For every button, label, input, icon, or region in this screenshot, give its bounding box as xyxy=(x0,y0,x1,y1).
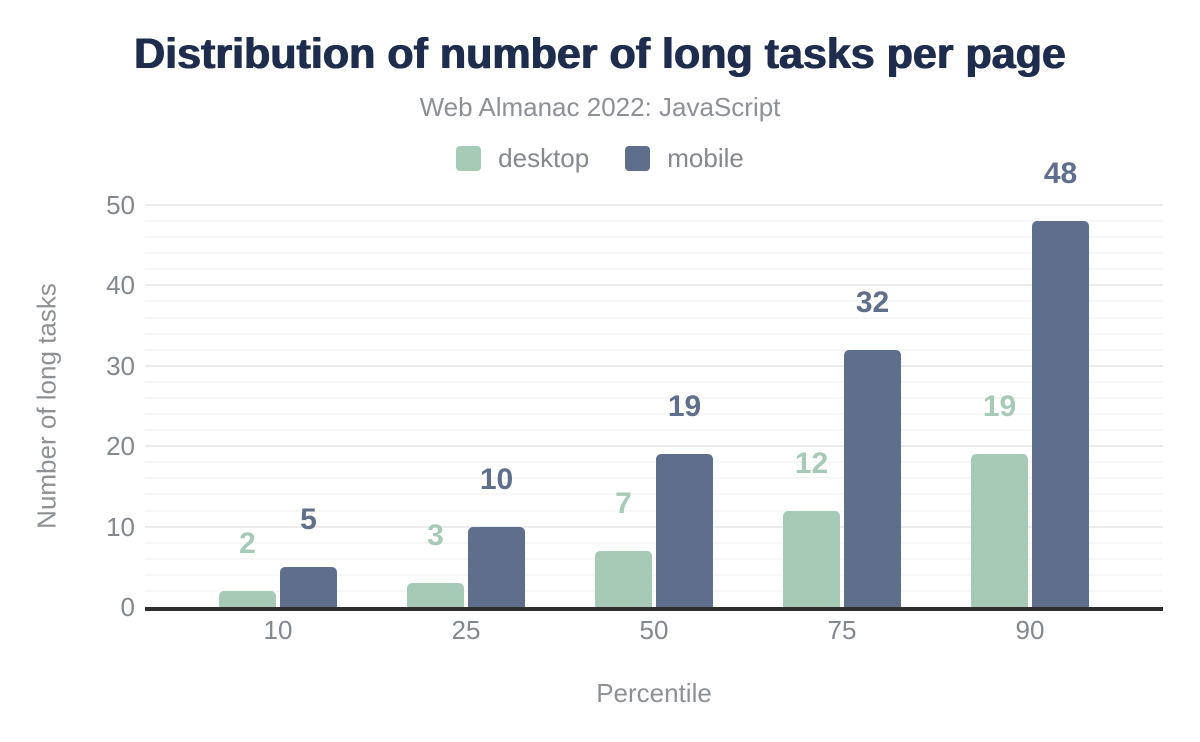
value-label-desktop-p10: 2 xyxy=(239,526,256,560)
x-tick-10: 10 xyxy=(263,615,293,645)
legend-label-mobile: mobile xyxy=(667,143,744,173)
x-tick-75: 75 xyxy=(827,615,857,645)
gridline-14 xyxy=(145,493,1163,496)
x-tick-25: 25 xyxy=(451,615,481,645)
x-axis-line xyxy=(145,607,1163,611)
bar-mobile-p90 xyxy=(1032,221,1089,607)
gridline-26 xyxy=(145,396,1163,399)
bar-desktop-p75 xyxy=(783,510,840,607)
x-axis: 10 25 50 75 90 xyxy=(145,617,1163,647)
gridline-36 xyxy=(145,316,1163,319)
gridline-20 xyxy=(145,445,1163,448)
bar-desktop-p10 xyxy=(219,590,276,607)
y-tick-50: 50 xyxy=(106,190,135,220)
chart-subtitle: Web Almanac 2022: JavaScript xyxy=(419,92,781,122)
y-tick-40: 40 xyxy=(106,270,135,301)
gridline-22 xyxy=(145,429,1163,432)
bar-desktop-p90 xyxy=(971,454,1028,607)
gridline-6 xyxy=(145,557,1163,560)
gridline-38 xyxy=(145,300,1163,303)
gridline-48 xyxy=(145,220,1163,223)
gridline-18 xyxy=(145,461,1163,464)
y-axis: 0 10 20 30 40 50 xyxy=(0,192,139,620)
y-tick-20: 20 xyxy=(106,431,135,462)
legend-item-desktop: desktop xyxy=(456,143,589,174)
bar-mobile-p75 xyxy=(844,349,901,607)
gridline-30 xyxy=(145,364,1163,367)
bar-desktop-p25 xyxy=(407,582,464,607)
y-tick-30: 30 xyxy=(106,350,135,381)
value-label-desktop-p75: 12 xyxy=(794,446,829,480)
gridline-32 xyxy=(145,348,1163,351)
plot-area: 2 5 3 10 7 19 12 32 19 48 xyxy=(145,159,1163,611)
x-axis-title: Percentile xyxy=(596,678,712,708)
legend: desktop mobile xyxy=(0,143,1200,174)
legend-label-desktop: desktop xyxy=(498,143,590,173)
bar-mobile-p50 xyxy=(656,454,713,607)
gridline-46 xyxy=(145,236,1163,239)
gridline-8 xyxy=(145,541,1163,544)
mobile-swatch-icon xyxy=(625,146,651,171)
y-tick-10: 10 xyxy=(106,511,135,542)
value-label-desktop-p50: 7 xyxy=(615,486,632,520)
chart-title: Distribution of number of long tasks per… xyxy=(134,30,1066,78)
gridline-4 xyxy=(145,573,1163,576)
gridline-34 xyxy=(145,332,1163,335)
y-tick-0: 0 xyxy=(120,592,135,622)
gridline-44 xyxy=(145,252,1163,255)
bar-mobile-p10 xyxy=(280,566,337,607)
gridline-28 xyxy=(145,380,1163,383)
gridline-42 xyxy=(145,268,1163,271)
gridline-2 xyxy=(145,589,1163,592)
gridline-16 xyxy=(145,477,1163,480)
gridline-40 xyxy=(145,284,1163,287)
value-label-mobile-p25: 10 xyxy=(479,462,514,496)
legend-item-mobile: mobile xyxy=(625,143,744,174)
value-label-desktop-p25: 3 xyxy=(427,518,444,552)
bar-desktop-p50 xyxy=(595,550,652,607)
gridline-50 xyxy=(145,204,1163,206)
value-label-mobile-p90: 48 xyxy=(1043,157,1078,191)
gridline-10 xyxy=(145,525,1163,528)
gridline-12 xyxy=(145,509,1163,512)
x-tick-90: 90 xyxy=(1015,615,1045,645)
gridline-24 xyxy=(145,413,1163,416)
x-tick-50: 50 xyxy=(639,615,669,645)
desktop-swatch-icon xyxy=(456,146,482,171)
value-label-desktop-p90: 19 xyxy=(982,390,1017,424)
value-label-mobile-p75: 32 xyxy=(855,285,890,319)
value-label-mobile-p10: 5 xyxy=(300,502,317,536)
bar-mobile-p25 xyxy=(468,526,525,607)
value-label-mobile-p50: 19 xyxy=(667,390,702,424)
